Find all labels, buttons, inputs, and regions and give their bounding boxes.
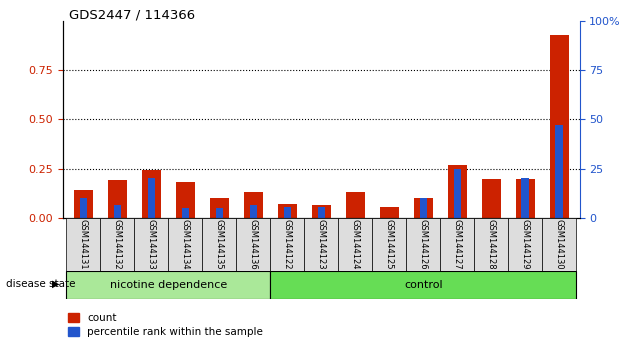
Legend: count, percentile rank within the sample: count, percentile rank within the sample: [68, 313, 263, 337]
Bar: [270, 271, 576, 299]
Bar: [522, 178, 529, 218]
Text: GSM144128: GSM144128: [487, 219, 496, 270]
Text: GSM144124: GSM144124: [351, 219, 360, 270]
Bar: [304, 218, 338, 271]
Bar: [440, 218, 474, 271]
Bar: [79, 198, 87, 218]
Bar: [168, 218, 202, 271]
Bar: [74, 190, 93, 218]
Bar: [244, 192, 263, 218]
Bar: [249, 205, 257, 218]
Bar: [108, 181, 127, 218]
Bar: [550, 35, 568, 218]
Text: GSM144134: GSM144134: [181, 219, 190, 270]
Bar: [346, 192, 365, 218]
Bar: [380, 207, 399, 218]
Text: GSM144126: GSM144126: [419, 219, 428, 270]
Bar: [542, 218, 576, 271]
Bar: [270, 218, 304, 271]
Text: GSM144135: GSM144135: [215, 219, 224, 270]
Bar: [278, 204, 297, 218]
Bar: [420, 198, 427, 218]
Text: GSM144130: GSM144130: [554, 219, 564, 270]
Bar: [100, 218, 134, 271]
Text: GSM144129: GSM144129: [521, 219, 530, 270]
Text: GSM144136: GSM144136: [249, 219, 258, 270]
Bar: [142, 170, 161, 218]
Bar: [181, 208, 189, 218]
Bar: [134, 218, 168, 271]
Text: GSM144122: GSM144122: [283, 219, 292, 270]
Bar: [210, 198, 229, 218]
Text: disease state: disease state: [6, 279, 76, 289]
Bar: [448, 165, 467, 218]
Bar: [202, 218, 236, 271]
Bar: [556, 125, 563, 218]
Bar: [414, 198, 433, 218]
Text: ▶: ▶: [52, 279, 60, 289]
Bar: [516, 179, 535, 218]
Bar: [474, 218, 508, 271]
Text: GSM144131: GSM144131: [79, 219, 88, 270]
Text: nicotine dependence: nicotine dependence: [110, 280, 227, 290]
Text: GSM144127: GSM144127: [453, 219, 462, 270]
Bar: [236, 218, 270, 271]
Bar: [406, 218, 440, 271]
Text: GSM144132: GSM144132: [113, 219, 122, 270]
Bar: [113, 205, 121, 218]
Bar: [176, 182, 195, 218]
Text: GDS2447 / 114366: GDS2447 / 114366: [69, 9, 195, 22]
Bar: [482, 179, 501, 218]
Bar: [284, 207, 291, 218]
Bar: [312, 205, 331, 218]
Bar: [318, 207, 325, 218]
Bar: [66, 218, 100, 271]
Text: GSM144133: GSM144133: [147, 219, 156, 270]
Text: GSM144125: GSM144125: [385, 219, 394, 270]
Text: control: control: [404, 280, 442, 290]
Text: GSM144123: GSM144123: [317, 219, 326, 270]
Bar: [454, 169, 461, 218]
Bar: [508, 218, 542, 271]
Bar: [338, 218, 372, 271]
Bar: [147, 178, 155, 218]
Bar: [372, 218, 406, 271]
Bar: [215, 208, 223, 218]
Bar: [66, 271, 270, 299]
